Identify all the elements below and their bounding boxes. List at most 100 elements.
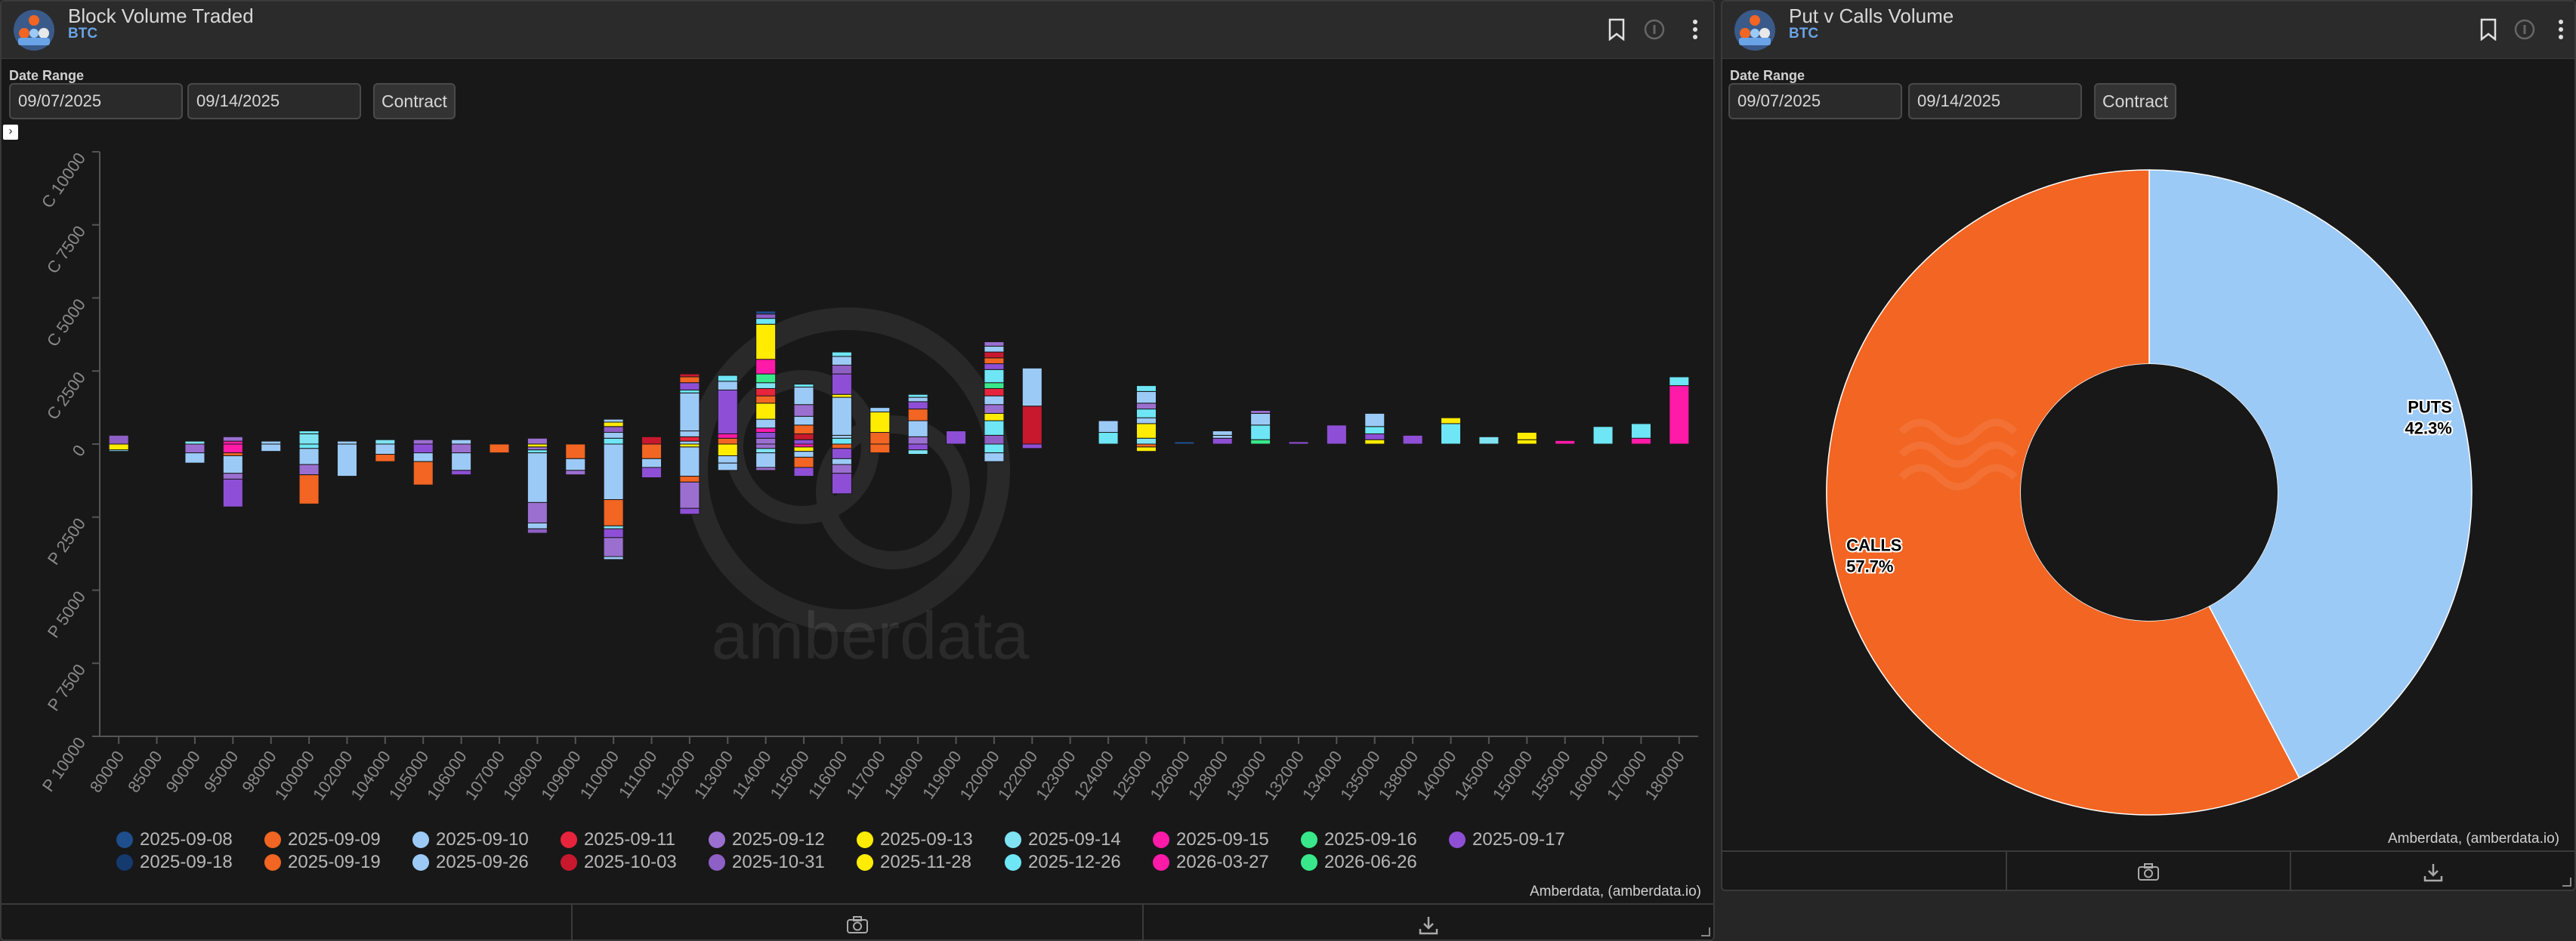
bar-segment-call[interactable] bbox=[793, 384, 814, 388]
screenshot-button[interactable] bbox=[573, 905, 1144, 939]
bar-segment-call[interactable] bbox=[984, 351, 1005, 359]
bar-segment-call[interactable] bbox=[831, 356, 852, 366]
bar-segment-call[interactable] bbox=[603, 426, 624, 433]
legend-item[interactable]: 2025-09-26 bbox=[412, 852, 529, 873]
bar-segment-put[interactable] bbox=[603, 528, 624, 538]
bar-segment-put[interactable] bbox=[336, 443, 357, 477]
bar-segment-call[interactable] bbox=[907, 393, 928, 398]
bar-segment-put[interactable] bbox=[984, 443, 1005, 454]
bar-segment-call[interactable] bbox=[984, 382, 1005, 389]
bar-segment-put[interactable] bbox=[641, 458, 663, 468]
legend-item[interactable]: 2025-09-13 bbox=[857, 829, 973, 850]
legend-item[interactable]: 2025-09-15 bbox=[1153, 829, 1269, 850]
info-icon[interactable] bbox=[1642, 17, 1666, 42]
bar-segment-call[interactable] bbox=[1135, 385, 1157, 392]
bar-segment-put[interactable] bbox=[793, 456, 814, 468]
bar-segment-put[interactable] bbox=[298, 443, 320, 449]
bar-segment-put[interactable] bbox=[184, 452, 205, 464]
bar-segment-call[interactable] bbox=[1250, 409, 1271, 414]
bar-segment-call[interactable] bbox=[298, 430, 320, 434]
bar-segment-put[interactable] bbox=[831, 448, 852, 459]
legend-item[interactable]: 2025-09-12 bbox=[709, 829, 825, 850]
bar-segment-call[interactable] bbox=[1021, 367, 1042, 407]
download-button[interactable] bbox=[2291, 852, 2574, 890]
start-date-input[interactable] bbox=[9, 83, 183, 119]
bar-segment-put[interactable] bbox=[527, 452, 548, 503]
bar-segment-put[interactable] bbox=[679, 508, 700, 515]
bar-segment-call[interactable] bbox=[717, 437, 738, 445]
bar-segment-put[interactable] bbox=[565, 470, 586, 476]
bar-segment-call[interactable] bbox=[755, 427, 777, 433]
bar-segment-put[interactable] bbox=[679, 476, 700, 483]
bar-segment-call[interactable] bbox=[603, 418, 624, 423]
start-date-input[interactable] bbox=[1728, 83, 1902, 119]
bar-segment-put[interactable] bbox=[984, 452, 1005, 462]
bar-segment-put[interactable] bbox=[755, 443, 777, 449]
bar-segment-call[interactable] bbox=[755, 418, 777, 429]
legend-item[interactable]: 2025-09-18 bbox=[116, 852, 233, 873]
bar-segment-call[interactable] bbox=[984, 363, 1005, 370]
bar-segment-call[interactable] bbox=[679, 373, 700, 378]
legend-item[interactable]: 2025-12-26 bbox=[1005, 852, 1121, 873]
bar-segment-put[interactable] bbox=[298, 464, 320, 476]
bar-segment-put[interactable] bbox=[108, 443, 129, 451]
bar-segment-call[interactable] bbox=[1135, 390, 1157, 404]
bar-segment-put[interactable] bbox=[412, 443, 434, 454]
bar-segment-call[interactable] bbox=[1250, 424, 1271, 440]
bar-segment-put[interactable] bbox=[527, 443, 548, 448]
bar-segment-call[interactable] bbox=[1669, 385, 1690, 445]
bar-segment-put[interactable] bbox=[527, 522, 548, 529]
bar-segment-put[interactable] bbox=[641, 443, 663, 459]
bar-segment-call[interactable] bbox=[755, 387, 777, 396]
bar-segment-call[interactable] bbox=[831, 373, 852, 395]
bar-segment-put[interactable] bbox=[1021, 443, 1042, 449]
bar-segment-call[interactable] bbox=[755, 373, 777, 384]
bar-segment-put[interactable] bbox=[603, 537, 624, 557]
bar-segment-call[interactable] bbox=[412, 439, 434, 445]
bar-segment-call[interactable] bbox=[1135, 403, 1157, 410]
bar-segment-call[interactable] bbox=[336, 440, 357, 445]
bar-segment-call[interactable] bbox=[984, 387, 1005, 396]
bar-segment-call[interactable] bbox=[1364, 433, 1385, 440]
bar-segment-call[interactable] bbox=[1135, 423, 1157, 439]
legend-item[interactable]: 2025-09-10 bbox=[412, 829, 529, 850]
bar-segment-call[interactable] bbox=[831, 351, 852, 357]
bar-segment-call[interactable] bbox=[984, 369, 1005, 384]
bar-segment-call[interactable] bbox=[984, 357, 1005, 365]
screenshot-button[interactable] bbox=[2007, 852, 2292, 890]
bar-segment-put[interactable] bbox=[1135, 443, 1157, 448]
end-date-input[interactable] bbox=[1908, 83, 2082, 119]
legend-item[interactable]: 2025-09-09 bbox=[264, 829, 381, 850]
bar-segment-call[interactable] bbox=[831, 396, 852, 436]
bar-segment-call[interactable] bbox=[793, 439, 814, 445]
legend-item[interactable]: 2025-10-03 bbox=[561, 852, 677, 873]
bar-segment-call[interactable] bbox=[603, 437, 624, 445]
bar-segment-put[interactable] bbox=[527, 449, 548, 454]
bar-segment-call[interactable] bbox=[755, 395, 777, 404]
bar-segment-put[interactable] bbox=[603, 443, 624, 501]
bar-segment-put[interactable] bbox=[755, 452, 777, 468]
bar-segment-put[interactable] bbox=[603, 525, 624, 529]
bar-segment-put[interactable] bbox=[298, 448, 320, 465]
bar-segment-put[interactable] bbox=[679, 443, 700, 448]
bar-segment-call[interactable] bbox=[1212, 434, 1233, 439]
bar-segment-call[interactable] bbox=[1478, 436, 1500, 445]
bar-segment-put[interactable] bbox=[375, 454, 396, 462]
bar-segment-call[interactable] bbox=[108, 434, 129, 445]
bar-segment-put[interactable] bbox=[451, 452, 472, 471]
legend-item[interactable]: 2025-09-16 bbox=[1301, 829, 1417, 850]
bar-segment-put[interactable] bbox=[831, 443, 852, 449]
bar-segment-call[interactable] bbox=[984, 395, 1005, 406]
bookmark-icon[interactable] bbox=[1605, 17, 1629, 42]
bar-segment-put[interactable] bbox=[755, 467, 777, 471]
bar-segment-put[interactable] bbox=[869, 443, 891, 454]
contract-button[interactable]: Contract bbox=[2094, 83, 2176, 119]
bar-segment-put[interactable] bbox=[793, 467, 814, 477]
bar-segment-put[interactable] bbox=[222, 452, 243, 456]
bar-segment-call[interactable] bbox=[1364, 439, 1385, 445]
bar-segment-call[interactable] bbox=[1630, 423, 1651, 439]
legend-item[interactable]: 2025-09-11 bbox=[561, 829, 675, 850]
bar-segment-call[interactable] bbox=[1669, 376, 1690, 387]
bar-segment-call[interactable] bbox=[1326, 424, 1347, 445]
bar-segment-call[interactable] bbox=[451, 439, 472, 445]
